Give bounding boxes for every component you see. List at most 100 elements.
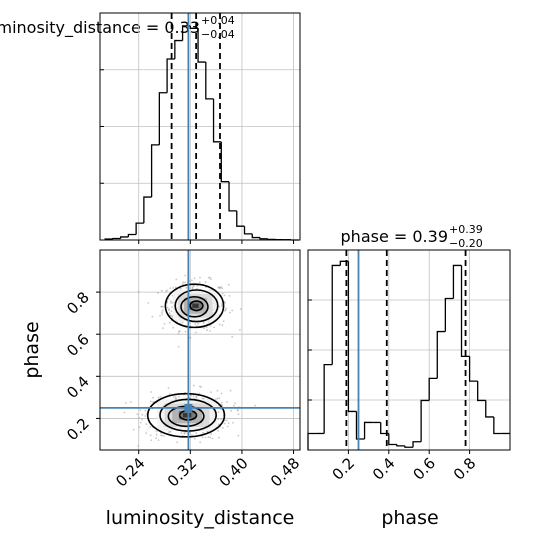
- sample-point: [139, 421, 142, 424]
- phase-hist-bin-23: [493, 416, 502, 435]
- sample-point: [225, 419, 228, 422]
- sample-point: [233, 404, 235, 407]
- phase-title-upper: +0.39: [449, 223, 483, 236]
- sample-point: [191, 287, 194, 290]
- sample-point: [155, 433, 158, 436]
- luminosity-distance-hist-bin-13: [205, 62, 214, 100]
- luminosity-distance-hist-bin-3: [127, 233, 137, 237]
- phase-hist-bin-13: [412, 441, 422, 448]
- sample-point: [226, 401, 228, 403]
- sample-point: [220, 305, 223, 307]
- sample-point: [218, 436, 220, 439]
- sample-point: [155, 430, 158, 433]
- sample-point: [205, 326, 208, 329]
- phase-hist-bin-7: [363, 421, 373, 439]
- luminosity-distance-hist-bin-21: [267, 238, 276, 241]
- luminosity-distance-hist-frame: [99, 12, 301, 241]
- sample-point: [192, 285, 195, 288]
- sample-point: [155, 437, 158, 440]
- sample-point: [180, 432, 183, 435]
- sample-point: [191, 434, 193, 437]
- sample-point: [227, 283, 230, 286]
- sample-point: [166, 289, 168, 292]
- sample-point: [194, 323, 197, 325]
- sample-point: [132, 428, 135, 431]
- sample-point: [167, 297, 170, 300]
- phase-hist-bin-0: [307, 432, 317, 450]
- sample-point: [223, 294, 226, 297]
- sample-point: [198, 281, 201, 283]
- sample-point: [194, 437, 196, 440]
- sample-point: [223, 301, 226, 304]
- sample-point: [209, 330, 212, 332]
- sample-point: [190, 394, 193, 397]
- sample-point: [136, 413, 139, 416]
- luminosity-distance-hist-bin-14: [212, 98, 222, 143]
- sample-point: [144, 415, 147, 417]
- sample-point: [152, 396, 154, 399]
- sample-point: [160, 289, 163, 292]
- sample-point: [195, 432, 198, 435]
- sample-point: [206, 329, 209, 332]
- contour-mode0-0: [164, 283, 225, 329]
- sample-point: [222, 320, 225, 323]
- sample-point: [181, 321, 184, 324]
- phase-x-axis-label: phase: [381, 507, 438, 529]
- phase-x-tick-label-1: 0.4: [369, 454, 399, 484]
- sample-point: [201, 436, 204, 439]
- sample-point: [184, 330, 187, 333]
- sample-point: [168, 393, 171, 396]
- sample-point: [167, 387, 170, 389]
- phase-title-lower: −0.20: [449, 237, 483, 250]
- sample-point: [145, 413, 148, 415]
- sample-point: [163, 435, 165, 437]
- luminosity-distance-hist-bin-18: [243, 226, 253, 235]
- sample-point: [220, 401, 223, 404]
- sample-point: [201, 397, 204, 400]
- sample-point: [200, 386, 202, 388]
- luminosity-distance-title-lower: −0.04: [201, 28, 235, 41]
- sample-point: [193, 384, 195, 387]
- sample-point: [193, 277, 196, 280]
- sample-point: [193, 397, 196, 400]
- luminosity-distance-tick-label-2: 0.40: [215, 454, 251, 490]
- sample-point: [177, 395, 180, 398]
- sample-point: [149, 425, 152, 428]
- sample-point: [137, 445, 140, 447]
- sample-point: [221, 292, 224, 295]
- phase-y-tick-label-2: 0.6: [63, 330, 93, 360]
- sample-point: [170, 310, 173, 313]
- density-block-mode1-4: [182, 413, 192, 418]
- sample-point: [220, 286, 223, 288]
- sample-point: [147, 302, 150, 304]
- sample-point: [220, 408, 222, 411]
- density-block-mode0-4: [192, 303, 199, 308]
- joint-frame: [99, 249, 301, 451]
- sample-point: [149, 434, 152, 437]
- sample-point: [211, 437, 214, 440]
- sample-point: [177, 332, 180, 335]
- phase-hist-bin-16: [436, 330, 446, 379]
- luminosity-distance-hist-bin-17: [236, 210, 245, 227]
- sample-point: [224, 308, 227, 311]
- sample-point: [170, 300, 172, 303]
- sample-point: [169, 287, 172, 289]
- phase-hist-bin-6: [355, 411, 365, 440]
- sample-point: [221, 404, 223, 406]
- sample-point: [220, 392, 223, 395]
- sample-point: [229, 389, 232, 392]
- sample-point: [168, 308, 171, 311]
- sample-point: [171, 315, 173, 317]
- luminosity-distance-hist-panel: [99, 12, 301, 244]
- luminosity-distance-tick-label-0: 0.24: [112, 454, 148, 490]
- sample-point: [139, 409, 142, 411]
- sample-point: [210, 278, 212, 281]
- sample-point: [203, 327, 205, 330]
- sample-point: [185, 286, 188, 289]
- phase-hist-bin-18: [452, 264, 462, 299]
- sample-point: [150, 391, 153, 393]
- sample-point: [202, 431, 204, 434]
- sample-point: [176, 441, 179, 444]
- luminosity-distance-tick-label-1: 0.32: [164, 454, 200, 490]
